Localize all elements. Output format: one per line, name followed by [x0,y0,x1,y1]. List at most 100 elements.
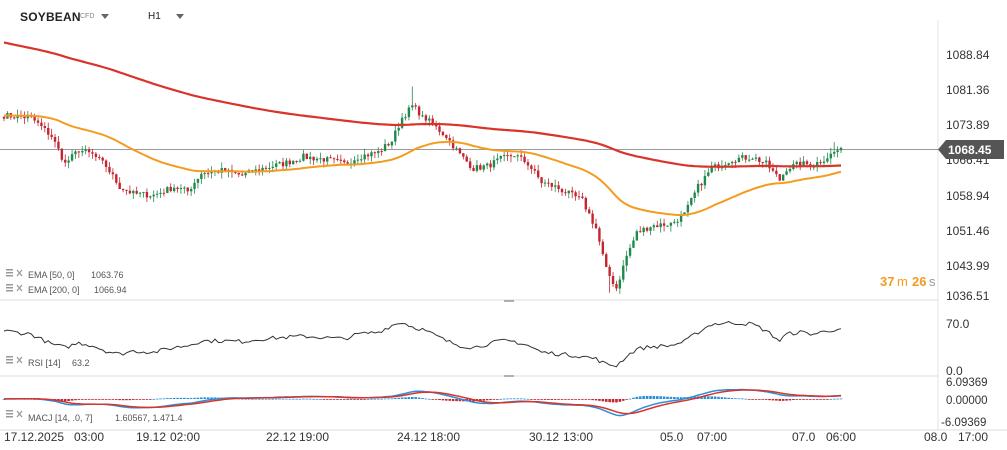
current-price-tag: 1068.45 [938,140,1004,159]
candle [839,146,843,154]
macd-histogram-bar [669,396,673,399]
candle [601,239,605,257]
candle [281,157,285,171]
macd-histogram-bar [264,398,268,400]
macd-histogram-bar [655,396,659,399]
candle [564,188,567,196]
current-price-label: 1068.45 [948,143,992,157]
hamburger-icon[interactable] [6,356,13,364]
candle [36,117,40,127]
macd-histogram-bar [60,399,64,401]
macd-histogram-bar [526,398,530,400]
candle [832,142,836,158]
candle [788,167,792,174]
chevron-down-icon[interactable] [101,14,109,19]
candle [622,259,625,283]
macd-histogram-bar [363,399,366,400]
macd-histogram-bar [676,397,679,399]
macd-histogram-bar [584,399,588,400]
candle [189,186,193,197]
close-icon[interactable] [16,284,23,292]
macd-histogram-bar [492,399,496,400]
candle [417,105,421,120]
macd-histogram-bar [764,399,768,400]
candle [278,161,281,164]
macd-histogram-bar [302,398,305,400]
candle [785,168,788,176]
macd-histogram-bar [322,399,326,400]
candle [584,196,588,213]
candle [74,150,77,159]
candle [434,120,438,130]
candle [448,134,451,146]
hamburger-icon[interactable] [6,284,13,292]
candle [499,155,502,163]
timeframe-selector[interactable]: H1 [148,11,161,22]
candle [543,179,547,187]
macd-histogram-bar [700,396,703,399]
candle [659,218,662,233]
macd-histogram-bar [268,398,271,400]
rsi-legend: RSI [14] 63.2 [6,356,90,368]
price-axis: 1088.84 1081.36 1073.89 1066.41 1058.94 … [946,48,990,303]
candle [588,206,591,214]
close-icon[interactable] [16,356,23,364]
macd-histogram-bar [587,399,591,400]
macd-histogram-bar [390,398,394,400]
macd-histogram-bar [131,399,135,400]
macd-histogram-bar [802,399,805,400]
macd-histogram-bar [370,398,373,400]
ema200-legend-label: EMA [200, 0] [28,285,80,295]
macd-histogram-bar [832,398,836,400]
candle [404,113,407,121]
candle [744,155,747,163]
candles-layer [2,86,843,294]
macd-histogram-bar [666,396,669,399]
macd-histogram-bar [186,397,190,399]
macd-histogram-bar [308,398,312,400]
macd-histogram-bar [424,398,428,400]
candle [94,152,98,162]
hamburger-icon[interactable] [6,269,13,277]
candle [424,113,428,125]
candle [598,226,601,246]
macd-histogram-bar [798,399,802,400]
macd-histogram-bar [574,399,577,400]
macd-histogram-bar [312,398,315,400]
time-tick: 22.12 [266,430,296,444]
macd-histogram-bar [785,399,788,401]
macd-histogram-bar [67,399,70,402]
candle [302,149,305,162]
candle [380,148,383,156]
candle [125,189,128,195]
candle [605,252,608,268]
macd-tick: 0.00000 [946,395,988,407]
macd-histogram-bar [271,398,275,400]
close-icon[interactable] [16,410,23,418]
close-icon[interactable] [16,269,23,277]
time-tick: 19.12 [136,430,166,444]
macd-histogram-bar [652,395,656,399]
macd-histogram-bar [193,397,196,399]
macd-histogram-bar [519,398,523,400]
candle [295,160,298,164]
time-tick: 13:00 [563,430,593,444]
macd-histogram-bar [744,398,748,400]
symbol-label[interactable]: SOYBEAN [20,10,81,24]
chevron-down-icon[interactable] [176,14,184,19]
candle [496,153,499,165]
macd-histogram-bar [288,398,292,400]
hamburger-icon[interactable] [6,410,13,418]
rsi-tick: 70.0 [946,317,970,331]
time-tick: 07.0 [792,430,816,444]
macd-histogram-bar [754,399,758,400]
candle [778,174,781,182]
macd-histogram-bar [547,399,550,400]
time-tick: 05.0 [660,430,684,444]
candle [632,236,635,249]
rsi-tick: 0.0 [946,364,963,378]
macd-histogram-bar [376,398,380,400]
candle [571,186,574,199]
candle [366,152,370,161]
